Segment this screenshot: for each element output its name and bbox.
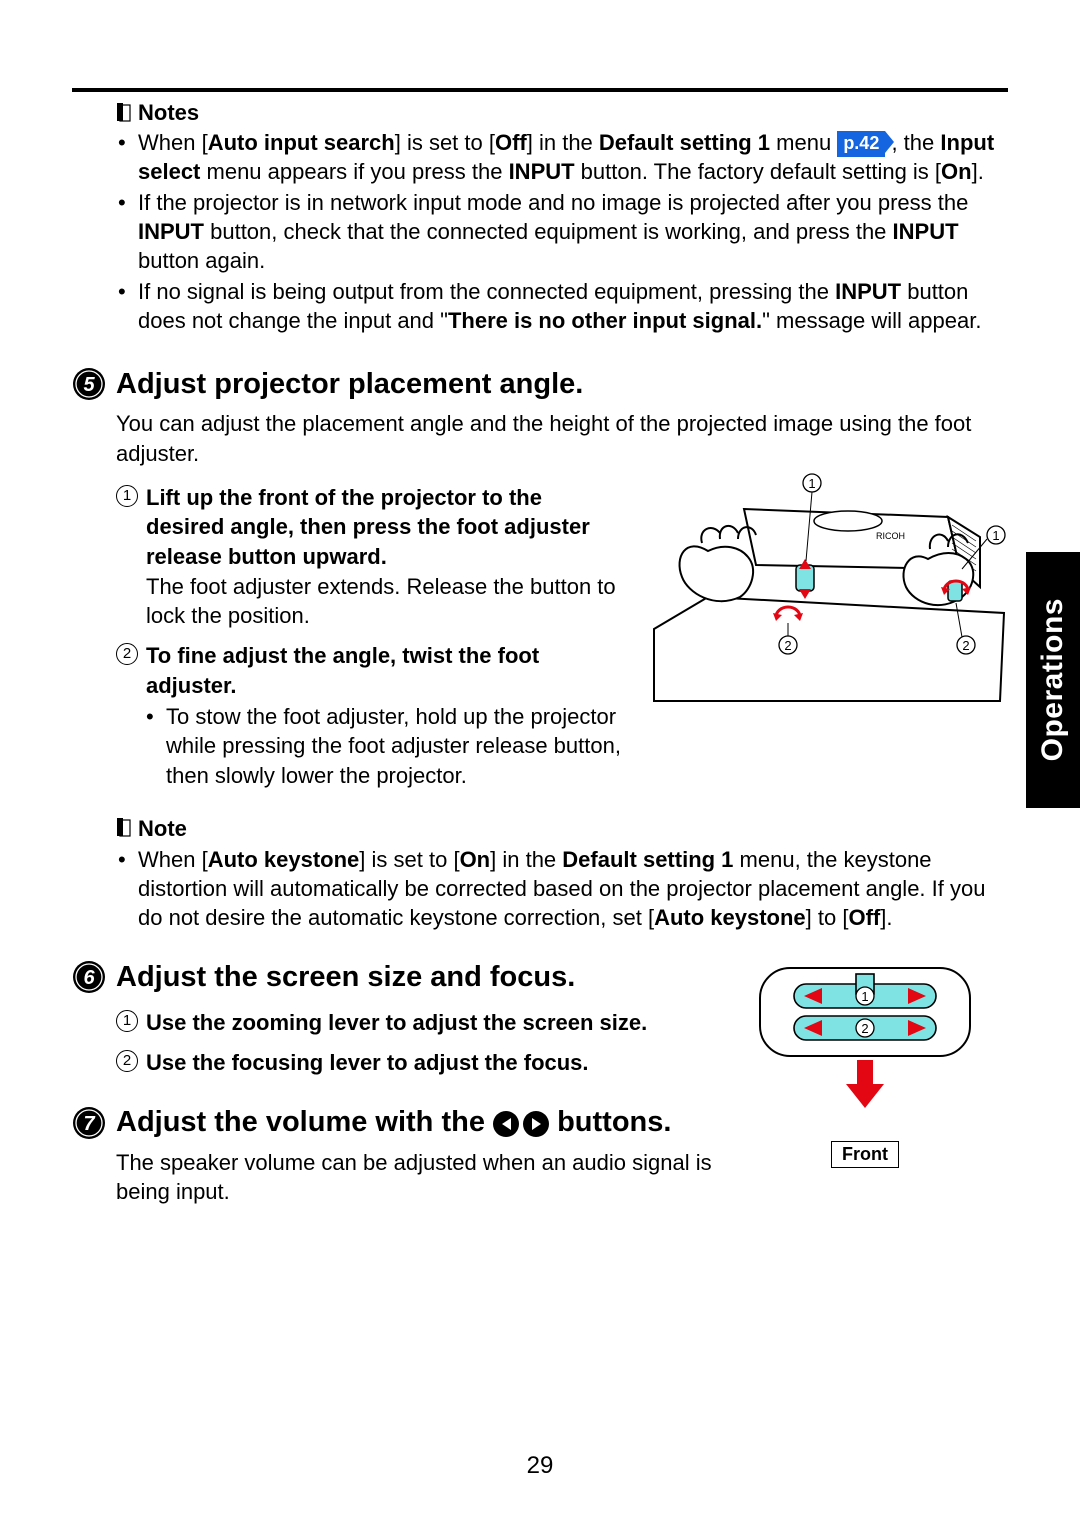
note-item-1: When [Auto input search] is set to [Off]… bbox=[138, 128, 1008, 186]
step-num-5-icon: 5 bbox=[72, 367, 106, 401]
circled-1-icon: 1 bbox=[116, 1010, 138, 1032]
notes-section-top: Notes When [Auto input search] is set to… bbox=[116, 100, 1008, 335]
page-number: 29 bbox=[0, 1452, 1080, 1480]
note2-title: Note bbox=[138, 814, 187, 844]
svg-text:1: 1 bbox=[992, 528, 999, 543]
side-tab-operations: Operations bbox=[1026, 552, 1080, 808]
svg-text:2: 2 bbox=[861, 1021, 868, 1036]
volume-buttons-icon bbox=[493, 1111, 549, 1137]
svg-text:7: 7 bbox=[83, 1113, 95, 1135]
circled-2-icon: 2 bbox=[116, 1050, 138, 1072]
note-item-3: If no signal is being output from the co… bbox=[138, 277, 1008, 335]
svg-text:1: 1 bbox=[808, 476, 815, 491]
top-rule bbox=[72, 88, 1008, 92]
note-icon bbox=[116, 818, 132, 838]
step-5-sub-2: 2 To fine adjust the angle, twist the fo… bbox=[116, 641, 624, 789]
page-ref-42[interactable]: p.42 bbox=[837, 131, 885, 157]
svg-text:1: 1 bbox=[861, 989, 868, 1004]
foot-adjuster-diagram: RICOH bbox=[648, 469, 1008, 709]
step-5: 5 Adjust projector placement angle. You … bbox=[72, 367, 1008, 932]
svg-text:RICOH: RICOH bbox=[876, 531, 905, 541]
step-5-title: Adjust projector placement angle. bbox=[116, 368, 583, 401]
step-num-7-icon: 7 bbox=[72, 1106, 106, 1140]
step-7-title: Adjust the volume with the buttons. bbox=[116, 1106, 671, 1139]
note2-item: When [Auto keystone] is set to [On] in t… bbox=[138, 845, 1008, 932]
step-num-6-icon: 6 bbox=[72, 960, 106, 994]
step-5-intro: You can adjust the placement angle and t… bbox=[116, 409, 1008, 468]
circled-1-icon: 1 bbox=[116, 485, 138, 507]
front-label: Front bbox=[831, 1141, 899, 1168]
lever-diagram: 1 2 Front bbox=[750, 960, 980, 1168]
svg-text:6: 6 bbox=[83, 967, 95, 989]
note-item-2: If the projector is in network input mod… bbox=[138, 188, 1008, 275]
circled-2-icon: 2 bbox=[116, 643, 138, 665]
step-6-title: Adjust the screen size and focus. bbox=[116, 961, 575, 994]
step-6-sub-1: 1 Use the zooming lever to adjust the sc… bbox=[116, 1008, 676, 1038]
svg-text:5: 5 bbox=[83, 374, 95, 396]
step-5-sub-1: 1 Lift up the front of the projector to … bbox=[116, 483, 624, 631]
svg-text:2: 2 bbox=[784, 638, 791, 653]
note-icon bbox=[116, 103, 132, 123]
step-6-sub-2: 2 Use the focusing lever to adjust the f… bbox=[116, 1048, 676, 1078]
notes-title: Notes bbox=[138, 100, 199, 126]
step-7-body: The speaker volume can be adjusted when … bbox=[116, 1148, 736, 1207]
svg-text:2: 2 bbox=[962, 638, 969, 653]
